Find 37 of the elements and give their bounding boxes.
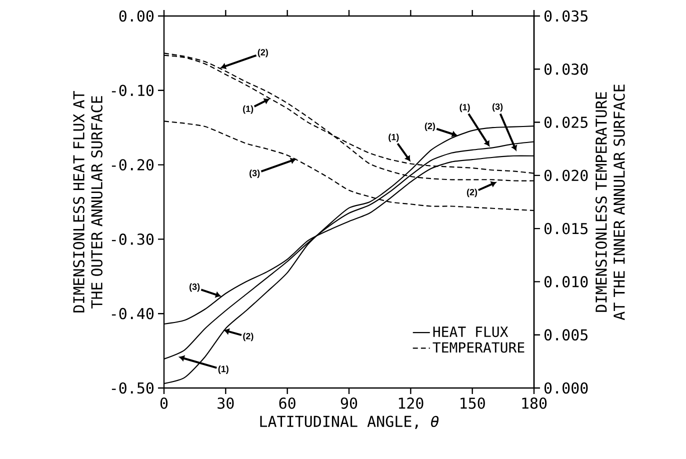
annotation: (3)	[190, 283, 200, 292]
y-tick-label: -0.20	[112, 159, 154, 170]
x-tick-label: 150	[460, 398, 485, 409]
legend-label: TEMPERATURE	[432, 342, 524, 353]
annotation: (2)	[258, 48, 268, 58]
y2-tick-label: 0.035	[544, 10, 588, 22]
annotation: (1)	[388, 134, 399, 142]
y2-tick-label: 0.000	[544, 382, 588, 394]
annotation: (3)	[492, 103, 503, 112]
x-tick-label: 0	[160, 398, 168, 409]
x-axis-title: LATITUDINAL ANGLE, θ	[260, 416, 439, 429]
x-tick-label: 90	[340, 398, 358, 409]
annotation: (2)	[466, 188, 478, 198]
annotation: (1)	[218, 366, 228, 374]
y-tick-label: -0.10	[112, 84, 154, 96]
y2-axis-title: DIMENSIONLESS TEMPERATURE AT THE INNER ANNULAR SURFACE	[596, 84, 625, 320]
x-tick-label: 30	[218, 398, 234, 409]
x-tick-label: 60	[279, 398, 296, 409]
annotation: (1)	[460, 104, 470, 112]
y2-tick-label: 0.025	[544, 116, 588, 128]
y2-tick-label: 0.005	[544, 329, 588, 341]
y-axis-title: DIMENSIONLESS HEAT FLUX AT THE OUTER ANNULAR SURFACE	[73, 91, 102, 312]
x-tick-label: 120	[398, 398, 424, 409]
annotation: (1)	[243, 105, 254, 114]
y2-tick-label: 0.030	[544, 63, 588, 75]
y2-tick-label: 0.020	[544, 170, 588, 182]
y-tick-label: -0.40	[112, 308, 154, 320]
annotation: (2)	[243, 332, 254, 342]
y2-tick-label: 0.015	[544, 222, 588, 234]
y-tick-label: -0.50	[112, 382, 154, 394]
y2-tick-label: 0.010	[544, 276, 588, 288]
y-tick-label: -0.30	[112, 234, 154, 245]
legend-label: HEAT FLUX	[433, 326, 508, 338]
annotation: (3)	[250, 170, 260, 178]
x-tick-label: 180	[522, 398, 547, 409]
annotation: (2)	[424, 122, 435, 131]
y-tick-label: 0.00	[119, 10, 154, 22]
